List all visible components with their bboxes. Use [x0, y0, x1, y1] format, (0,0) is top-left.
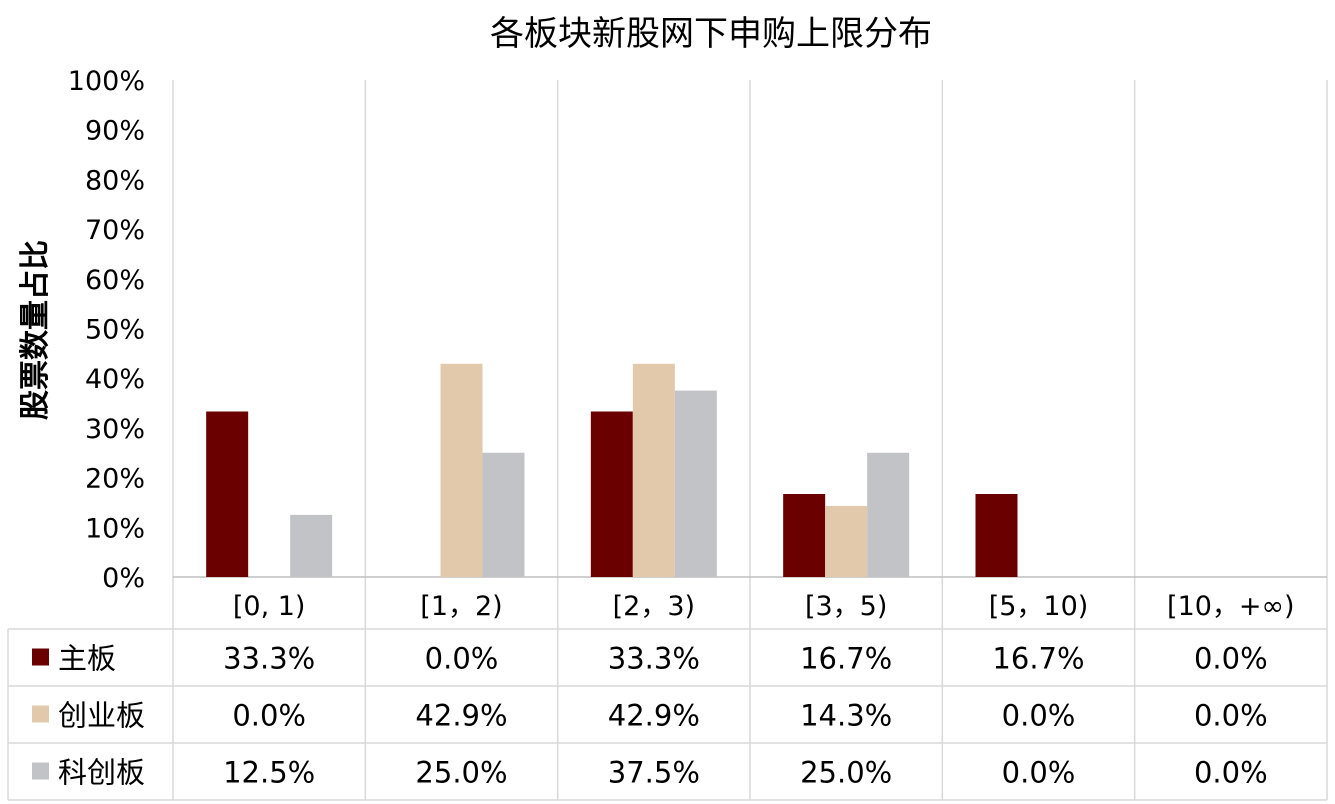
data-label: 42.9%: [608, 699, 700, 733]
data-label: 25.0%: [415, 756, 507, 790]
y-tick-label: 30%: [85, 414, 145, 445]
legend-label: 科创板: [58, 756, 145, 790]
y-tick-label: 0%: [102, 563, 145, 594]
x-tick-label: [3，5): [805, 591, 887, 622]
data-label: 0.0%: [1002, 699, 1076, 733]
x-tick-label: [1，2): [420, 591, 502, 622]
y-tick-label: 60%: [85, 265, 145, 296]
data-label: 16.7%: [800, 642, 892, 676]
grid: [7, 80, 1328, 801]
x-tick-label: [0, 1): [233, 591, 306, 622]
y-axis-label: 股票数量占比: [18, 240, 53, 420]
y-tick-label: 100%: [68, 66, 145, 97]
data-table: [0, 1) [1，2) [2，3) [3，5) [5，10) [10，+∞) 主板 33.3…: [32, 591, 1295, 790]
y-tick-label: 80%: [85, 165, 145, 196]
legend-label: 创业板: [58, 699, 145, 733]
bar: [590, 411, 633, 577]
bar: [482, 452, 525, 577]
legend-label: 主板: [58, 642, 116, 676]
chart-title: 各板块新股网下申购上限分布: [490, 14, 932, 54]
data-label: 0.0%: [232, 699, 306, 733]
data-label: 33.3%: [223, 642, 315, 676]
data-label: 14.3%: [800, 699, 892, 733]
data-label: 0.0%: [1194, 756, 1268, 790]
y-tick-label: 90%: [85, 116, 145, 147]
bar: [825, 505, 868, 577]
bar: [783, 494, 826, 577]
data-label: 16.7%: [992, 642, 1084, 676]
x-tick-label: [2，3): [613, 591, 695, 622]
bar: [674, 390, 717, 577]
bar: [632, 363, 675, 577]
y-tick-label: 10%: [85, 513, 145, 544]
bar: [867, 452, 910, 577]
bars: [206, 363, 1018, 577]
legend-swatch: [32, 705, 49, 723]
data-label: 0.0%: [425, 642, 499, 676]
data-label: 0.0%: [1002, 756, 1076, 790]
y-tick-label: 20%: [85, 464, 145, 495]
bar: [975, 494, 1018, 577]
data-label: 37.5%: [608, 756, 700, 790]
legend-swatch: [32, 762, 49, 780]
bar: [290, 514, 333, 577]
x-tick-label: [10，+∞): [1167, 591, 1295, 622]
bar: [440, 363, 483, 577]
legend-swatch: [32, 648, 49, 666]
data-label: 33.3%: [608, 642, 700, 676]
x-tick-label: [5，10): [989, 591, 1089, 622]
data-label: 0.0%: [1194, 642, 1268, 676]
y-tick-label: 50%: [85, 315, 145, 346]
data-label: 42.9%: [415, 699, 507, 733]
data-label: 25.0%: [800, 756, 892, 790]
data-label: 0.0%: [1194, 699, 1268, 733]
bar: [206, 411, 249, 577]
y-axis-ticks: 0% 10% 20% 30% 40% 50% 60% 70% 80% 90% 100%: [68, 66, 145, 594]
y-tick-label: 70%: [85, 215, 145, 246]
y-tick-label: 40%: [85, 364, 145, 395]
data-label: 12.5%: [223, 756, 315, 790]
